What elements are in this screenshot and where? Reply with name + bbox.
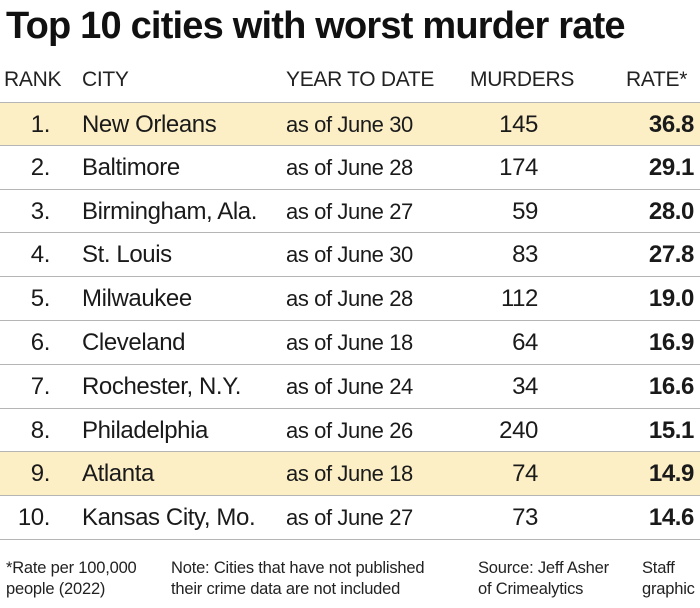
rate-cell: 19.0	[648, 285, 695, 313]
header-year-to-date: YEAR TO DATE	[286, 68, 435, 91]
footnote-rate-line2: people (2022)	[6, 580, 106, 598]
city-cell: Atlanta	[82, 460, 154, 488]
header-rank: RANK	[4, 68, 62, 91]
year-to-date-cell: as of June 28	[286, 154, 413, 180]
rank-cell: 9.	[30, 460, 51, 488]
rate-cell: 16.9	[648, 328, 695, 356]
table-row: 7. Rochester, N.Y. as of June 24 34 16.6	[0, 365, 700, 409]
year-to-date-cell: as of June 18	[286, 461, 413, 487]
year-to-date-cell: as of June 24	[286, 373, 413, 399]
rank-cell: 7.	[30, 372, 51, 400]
table-row: 10. Kansas City, Mo. as of June 27 73 14.6	[0, 496, 700, 540]
murders-cell: 174	[499, 153, 538, 181]
rank-cell: 8.	[30, 416, 51, 444]
rank-cell: 3.	[30, 197, 51, 225]
footnote-source-line1: Source: Jeff Asher	[478, 559, 609, 577]
table-body: 1. New Orleans as of June 30 145 36.8 2. Balti…	[0, 102, 700, 540]
city-cell: Philadelphia	[82, 416, 208, 444]
year-to-date-cell: as of June 28	[286, 286, 413, 312]
city-cell: New Orleans	[82, 111, 217, 138]
table-row: 8. Philadelphia as of June 26 240 15.1	[0, 409, 700, 453]
city-cell: Birmingham, Ala.	[82, 197, 258, 225]
rate-cell: 16.6	[648, 372, 695, 400]
table-row: 2. Baltimore as of June 28 174 29.1	[0, 146, 700, 190]
city-cell: Baltimore	[82, 153, 180, 181]
rank-cell: 10.	[17, 504, 51, 532]
footnote-note-line1: Note: Cities that have not published	[171, 559, 425, 577]
footnote-note-line2: their crime data are not included	[171, 580, 401, 598]
table-row: 3. Birmingham, Ala. as of June 27 59 28.0	[0, 190, 700, 234]
murders-cell: 59	[512, 197, 538, 225]
table-row: 1. New Orleans as of June 30 145 36.8	[0, 102, 700, 146]
year-to-date-cell: as of June 18	[286, 329, 413, 355]
city-cell: St. Louis	[82, 241, 172, 269]
header-murders: MURDERS	[470, 68, 575, 91]
chart-title: Top 10 cities with worst murder rate	[6, 5, 626, 47]
rank-cell: 2.	[30, 153, 51, 181]
rank-cell: 1.	[30, 111, 51, 138]
footnote-rate: *Rate per 100,000 people (2022)	[6, 558, 137, 600]
murders-cell: 145	[499, 111, 538, 138]
table-row: 4. St. Louis as of June 30 83 27.8	[0, 233, 700, 278]
murders-cell: 83	[512, 241, 538, 269]
murders-cell: 64	[512, 328, 538, 356]
rate-cell: 14.6	[648, 504, 695, 532]
table-row: 5. Milwaukee as of June 28 112 19.0	[0, 277, 700, 321]
rate-cell: 27.8	[648, 241, 695, 269]
header-rate: RATE*	[626, 68, 688, 91]
footnote-source: Source: Jeff Asher of Crimealytics	[478, 558, 609, 600]
year-to-date-cell: as of June 30	[286, 112, 413, 137]
murders-cell: 240	[499, 416, 538, 444]
footnote-credit-line1: Staff	[642, 559, 675, 577]
murders-cell: 112	[500, 285, 538, 313]
city-cell: Milwaukee	[82, 285, 192, 313]
table-row: 9. Atlanta as of June 18 74 14.9	[0, 452, 700, 497]
city-cell: Kansas City, Mo.	[82, 504, 256, 532]
city-cell: Cleveland	[82, 328, 186, 356]
year-to-date-cell: as of June 30	[286, 242, 413, 268]
year-to-date-cell: as of June 27	[286, 505, 413, 531]
footnote-note: Note: Cities that have not published the…	[171, 558, 424, 600]
rate-cell: 29.1	[648, 153, 695, 181]
murders-cell: 73	[512, 504, 538, 532]
rate-cell: 36.8	[648, 111, 695, 138]
rank-cell: 5.	[30, 285, 51, 313]
rank-cell: 4.	[30, 241, 51, 269]
rate-cell: 28.0	[648, 197, 695, 225]
footnote-source-line2: of Crimealytics	[478, 580, 584, 598]
footnote-rate-line1: *Rate per 100,000	[6, 559, 137, 577]
footnote-credit: Staff graphic	[642, 558, 695, 600]
year-to-date-cell: as of June 26	[286, 417, 413, 443]
rate-cell: 15.1	[648, 416, 695, 444]
city-cell: Rochester, N.Y.	[82, 372, 241, 400]
rate-cell: 14.9	[648, 460, 695, 488]
rank-cell: 6.	[30, 328, 51, 356]
murders-cell: 74	[512, 460, 538, 488]
murders-cell: 34	[512, 372, 538, 400]
header-city: CITY	[82, 68, 129, 91]
footnote-credit-line2: graphic	[642, 580, 695, 598]
year-to-date-cell: as of June 27	[286, 198, 413, 224]
table-row: 6. Cleveland as of June 18 64 16.9	[0, 321, 700, 365]
